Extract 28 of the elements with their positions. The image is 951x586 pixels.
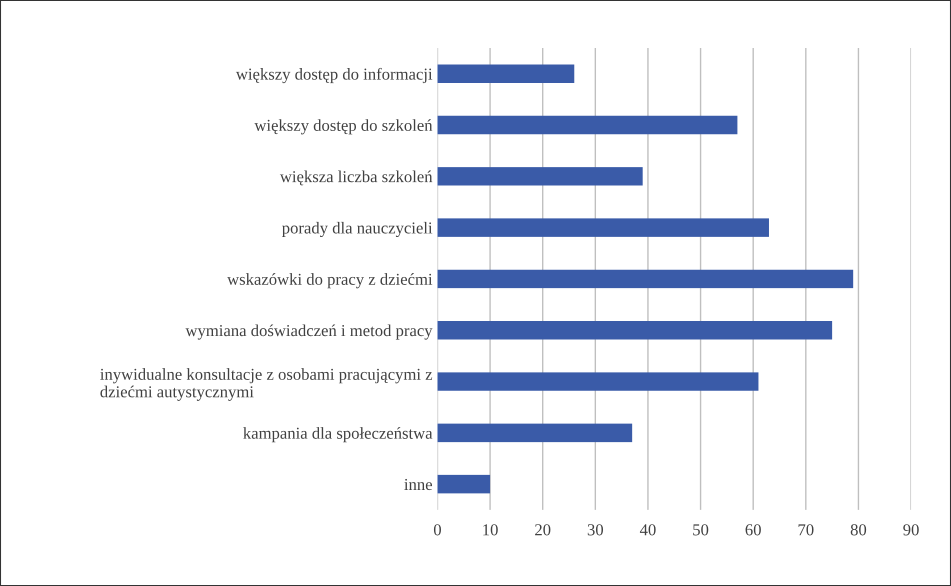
x-tick-label: 60 [746, 524, 761, 536]
x-tick-label: 40 [640, 524, 656, 536]
bar [437, 116, 738, 134]
bar [437, 321, 832, 340]
y-tick-label: inne [404, 478, 432, 490]
y-tick-label: wskazówki do pracy z dziećmi [227, 273, 432, 288]
bar [437, 474, 490, 494]
bar [437, 218, 769, 237]
y-tick-label: większy dostęp do szkoleń [254, 119, 432, 134]
y-tick-label: inywidualne konsultacje z osobami pracującymi z dziećmi autystycznymi [100, 368, 432, 401]
x-tick-label: 20 [535, 524, 550, 536]
bar [437, 424, 632, 442]
x-tick-label: 30 [588, 524, 604, 536]
x-tick-label: 80 [850, 524, 866, 536]
x-tick-label: 0 [434, 524, 441, 536]
bar [437, 372, 758, 391]
y-tick-label: kampania dla społeczeństwa [243, 427, 432, 442]
bar [437, 167, 643, 186]
y-tick-label: większy dostęp do informacji [236, 68, 432, 84]
x-tick-label: 90 [903, 524, 919, 536]
y-tick-label: wymiana doświadczeń i metod pracy [185, 324, 433, 340]
y-tick-label: większa liczba szkoleń [280, 170, 432, 186]
y-tick-label: porady dla nauczycieli [282, 222, 432, 238]
x-tick-label: 50 [693, 524, 708, 536]
bar [437, 64, 574, 83]
x-tick-label: 10 [483, 524, 498, 536]
x-tick-label: 70 [798, 524, 814, 536]
bar [437, 270, 854, 288]
